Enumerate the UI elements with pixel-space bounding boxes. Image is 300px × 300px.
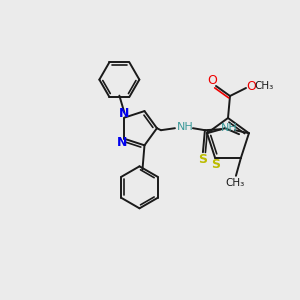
Text: NH: NH — [176, 122, 193, 132]
Text: N: N — [119, 107, 130, 120]
Text: O: O — [246, 80, 256, 92]
Text: S: S — [212, 158, 220, 171]
Text: S: S — [198, 153, 207, 166]
Text: NH: NH — [220, 123, 237, 133]
Text: CH₃: CH₃ — [225, 178, 244, 188]
Text: N: N — [117, 136, 128, 149]
Text: CH₃: CH₃ — [254, 81, 274, 91]
Text: O: O — [207, 74, 217, 88]
